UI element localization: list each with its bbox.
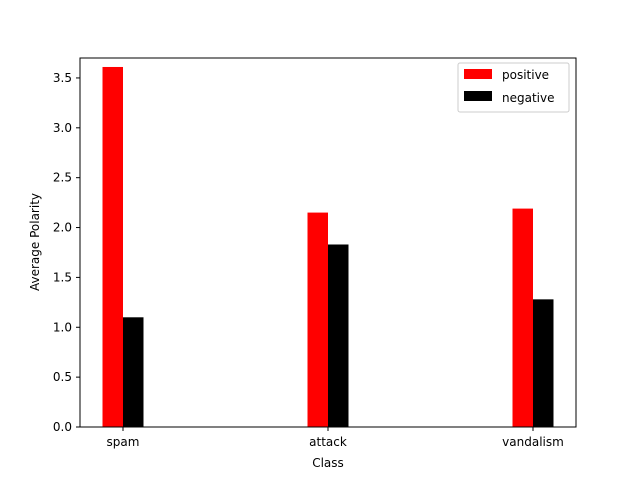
- y-axis-ticks: 0.0 0.5 1.0 1.5 2.0 2.5 3.0 3.5: [53, 71, 80, 434]
- x-tick-label-vandalism: vandalism: [502, 435, 564, 449]
- legend-label-positive: positive: [502, 68, 549, 82]
- y-tick-label: 0.5: [53, 370, 72, 384]
- y-tick-label: 2.0: [53, 221, 72, 235]
- y-tick-label: 3.5: [53, 71, 72, 85]
- bar-positive-spam: [102, 66, 123, 427]
- legend: positive negative: [457, 62, 570, 113]
- x-axis-label: Class: [312, 456, 344, 470]
- y-tick-label: 0.0: [53, 420, 72, 434]
- bar-positive-vandalism: [512, 208, 533, 427]
- bar-negative-vandalism: [533, 299, 554, 427]
- bar-negative-spam: [123, 317, 144, 427]
- x-axis-ticks: spam attack vandalism: [107, 427, 564, 449]
- y-tick-label: 1.5: [53, 270, 72, 284]
- y-tick-label: 3.0: [53, 121, 72, 135]
- x-tick-label-attack: attack: [309, 435, 347, 449]
- plot-area: [102, 66, 554, 427]
- bar-negative-attack: [328, 244, 349, 427]
- legend-swatch-negative: [464, 91, 492, 101]
- y-tick-label: 1.0: [53, 320, 72, 334]
- x-tick-label-spam: spam: [107, 435, 140, 449]
- legend-swatch-positive: [464, 69, 492, 79]
- y-tick-label: 2.5: [53, 171, 72, 185]
- bar-positive-attack: [307, 212, 328, 427]
- y-axis-label: Average Polarity: [28, 193, 42, 291]
- legend-label-negative: negative: [502, 91, 554, 105]
